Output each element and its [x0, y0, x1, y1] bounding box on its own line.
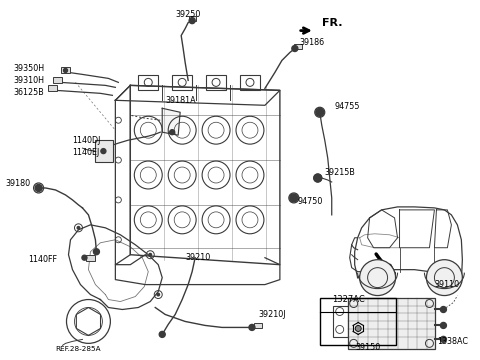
Polygon shape [162, 108, 180, 135]
Circle shape [82, 255, 87, 260]
Bar [48, 85, 57, 91]
Text: 39210: 39210 [185, 253, 210, 262]
Circle shape [441, 323, 446, 328]
Bar [240, 75, 260, 90]
Circle shape [249, 324, 255, 330]
Text: 94750: 94750 [298, 197, 323, 206]
Bar [53, 77, 62, 84]
Bar [61, 67, 70, 73]
Bar [254, 323, 262, 328]
Circle shape [35, 184, 42, 192]
Text: 39310H: 39310H [13, 76, 45, 85]
Text: 39250: 39250 [176, 10, 201, 19]
Bar [294, 44, 302, 49]
Text: 39186: 39186 [300, 38, 325, 47]
Circle shape [76, 226, 81, 230]
Circle shape [290, 194, 298, 202]
Text: 36125B: 36125B [13, 88, 45, 97]
Bar [86, 255, 95, 261]
Text: 39210J: 39210J [258, 310, 286, 319]
Text: 94755: 94755 [335, 102, 360, 111]
Bar [189, 16, 196, 21]
Circle shape [170, 130, 175, 135]
Text: 39180: 39180 [6, 180, 31, 189]
Circle shape [360, 260, 396, 296]
Circle shape [355, 325, 361, 332]
Bar [321, 298, 396, 345]
Bar [172, 75, 192, 90]
Text: 1140DJ: 1140DJ [72, 136, 101, 145]
Bar [333, 306, 348, 337]
Text: FR.: FR. [322, 18, 342, 28]
Circle shape [159, 332, 165, 337]
Bar [138, 75, 158, 90]
Circle shape [426, 260, 462, 296]
Circle shape [148, 253, 152, 257]
Circle shape [316, 108, 324, 116]
Circle shape [101, 149, 106, 154]
Bar [206, 75, 226, 90]
Bar [348, 298, 435, 349]
Circle shape [441, 336, 446, 342]
Circle shape [156, 293, 160, 297]
Circle shape [441, 306, 446, 312]
Circle shape [314, 174, 322, 182]
Text: 1140FF: 1140FF [29, 255, 58, 264]
Circle shape [94, 249, 99, 255]
Circle shape [292, 45, 298, 51]
Bar [96, 140, 113, 162]
Text: 1140EJ: 1140EJ [72, 148, 100, 157]
Text: 39110: 39110 [434, 280, 459, 289]
Circle shape [189, 18, 195, 24]
Text: 39350H: 39350H [13, 64, 45, 73]
Text: 39150: 39150 [356, 343, 381, 352]
Text: 1338AC: 1338AC [437, 337, 468, 346]
Text: REF.28-285A: REF.28-285A [56, 346, 101, 352]
Circle shape [63, 68, 68, 72]
Text: 1327AC: 1327AC [332, 295, 364, 304]
Text: 39215B: 39215B [325, 167, 356, 176]
Text: 39181A: 39181A [165, 96, 196, 105]
